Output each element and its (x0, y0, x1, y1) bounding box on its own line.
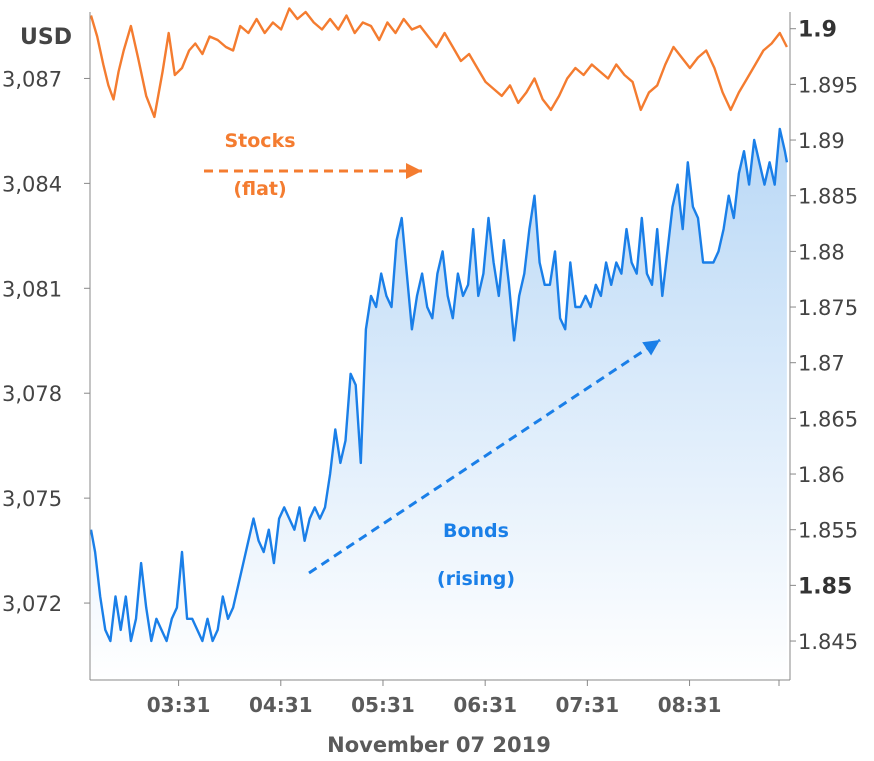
right-tick-label: 1.89 (798, 129, 845, 153)
x-tick-label: 08:31 (658, 693, 722, 717)
annotations-layer: Stocks (flat) Bonds (rising) (204, 130, 661, 590)
x-tick-label: 07:31 (556, 693, 620, 717)
bonds-area-fill (91, 128, 787, 680)
x-tick-label: 06:31 (453, 693, 517, 717)
x-tick-label: 05:31 (351, 693, 415, 717)
left-tick-label: 3,081 (2, 277, 62, 301)
annotation-arrow-head (642, 340, 660, 356)
right-tick-label: 1.885 (798, 185, 858, 209)
right-tick-label: 1.855 (798, 519, 858, 543)
axes-layer (89, 12, 791, 681)
annotation-arrow-line (308, 338, 661, 575)
left-tick-label: 3,084 (2, 172, 62, 196)
ticks-layer: 3,072 3,075 3,078 3,081 3,084 3,087 1.845 1.85 1… (2, 18, 858, 717)
left-tick-label: 3,087 (2, 67, 62, 91)
right-tick-label: 1.9 (798, 18, 837, 43)
annotation-text: Stocks (224, 130, 295, 152)
annotation-arrow-head (406, 163, 422, 179)
bonds-series-line (89, 127, 789, 643)
right-tick-label: 1.895 (798, 73, 858, 97)
stocks-series-line (89, 7, 788, 119)
series-line-layer (89, 7, 789, 643)
annotation-text: Bonds (443, 520, 509, 542)
annotation-text: (flat) (233, 178, 286, 200)
x-tick-label: 03:31 (147, 693, 211, 717)
x-axis-label: November 07 2019 (327, 733, 551, 757)
right-tick-label: 1.85 (798, 574, 852, 599)
left-axis-unit-label: USD (20, 25, 72, 50)
left-tick-label: 3,072 (2, 592, 62, 616)
bonds-area-layer (91, 128, 787, 680)
right-tick-label: 1.86 (798, 463, 845, 487)
left-tick-label: 3,075 (2, 487, 62, 511)
annotation-text: (rising) (437, 568, 515, 590)
x-tick-label: 04:31 (249, 693, 313, 717)
right-tick-label: 1.845 (798, 630, 858, 654)
right-tick-label: 1.865 (798, 407, 858, 431)
right-tick-label: 1.875 (798, 296, 858, 320)
left-tick-label: 3,078 (2, 382, 62, 406)
right-tick-label: 1.88 (798, 240, 845, 264)
right-tick-label: 1.87 (798, 352, 845, 376)
